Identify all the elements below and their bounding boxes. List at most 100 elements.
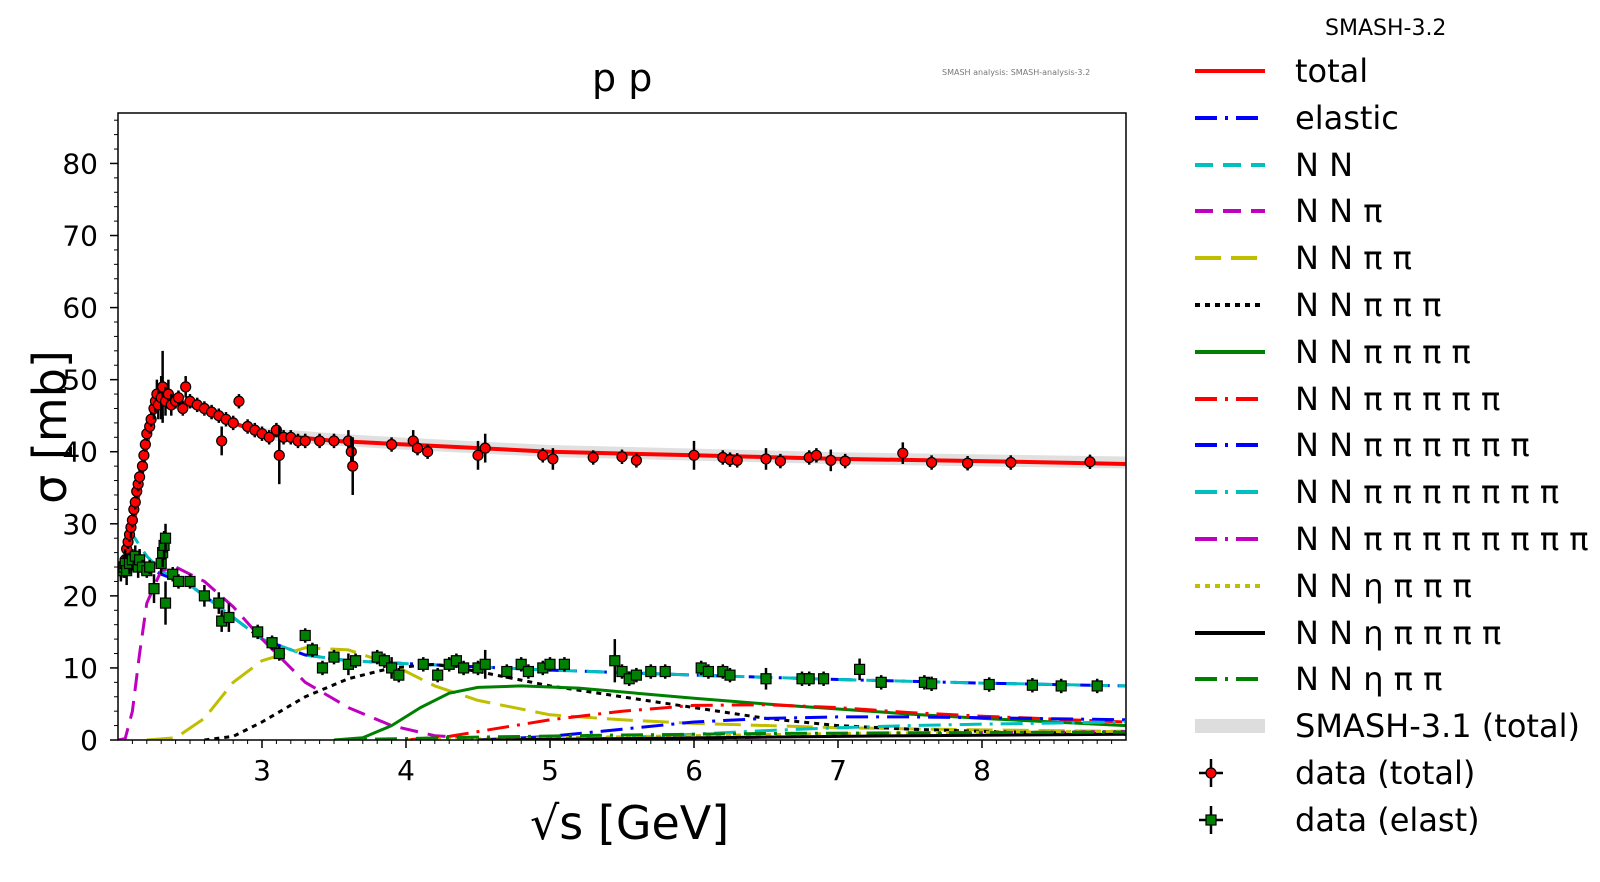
legend-item: data (elast) <box>1195 803 1595 837</box>
data-elast-point <box>501 665 513 678</box>
series-line-N-N-x-x-x-x-x <box>405 703 1126 740</box>
legend-item: N N η π π π <box>1195 569 1595 603</box>
data-elast-point <box>159 532 172 544</box>
data-elast-point <box>1055 680 1067 692</box>
data-total-point <box>129 496 141 508</box>
data-total-point <box>126 514 138 526</box>
legend-item: data (total) <box>1195 756 1595 790</box>
data-elast-point <box>853 663 866 675</box>
legend-marker <box>1205 814 1217 826</box>
legend-swatch <box>1195 115 1265 120</box>
legend-swatch <box>1195 677 1265 682</box>
y-tick-label-80: 80 <box>62 147 98 180</box>
data-elast-point <box>616 665 628 678</box>
data-total-point <box>411 442 424 454</box>
x-tick-label-7: 7 <box>829 754 847 787</box>
data-total-point <box>263 431 275 443</box>
legend-label: N N <box>1295 145 1354 184</box>
legend-title: SMASH-3.2 <box>1325 16 1447 41</box>
series-line-N-N-x-x-x <box>333 730 1126 740</box>
x-tick-label-5: 5 <box>541 754 559 787</box>
data-elast-point <box>479 658 491 670</box>
data-elast-point <box>817 673 830 685</box>
y-tick-label-60: 60 <box>62 292 98 325</box>
legend-label: data (elast) <box>1295 800 1480 839</box>
data-elast-point <box>155 557 167 570</box>
legend-swatch <box>1195 443 1265 448</box>
legend-item: N N π π π π <box>1195 335 1595 369</box>
legend-swatch <box>1195 209 1265 214</box>
data-total-point <box>138 449 150 461</box>
series-group <box>118 395 1126 740</box>
legend-label: N N η π π <box>1295 660 1443 699</box>
data-elast-point <box>925 678 938 690</box>
legend-item: N N <box>1195 148 1595 182</box>
legend-swatch <box>1195 630 1265 635</box>
data-elast-point <box>645 665 657 678</box>
data-total-point <box>961 457 974 469</box>
y-tick-label-30: 30 <box>62 508 98 541</box>
x-tick-label-6: 6 <box>685 754 703 787</box>
legend-marker <box>1205 767 1217 779</box>
data-total-point <box>216 435 228 447</box>
legend-item: total <box>1195 54 1595 88</box>
data-elast-point <box>198 590 210 602</box>
series-line-N-N-x-x-x-x-x <box>477 732 1126 740</box>
legend-swatch <box>1195 537 1265 541</box>
data-elast-point <box>316 662 329 674</box>
series-line-N-N-x <box>118 565 479 740</box>
data-total-point <box>273 449 285 461</box>
data-total-point <box>172 392 185 404</box>
data-elast-point <box>1026 679 1039 691</box>
data-elast-point <box>544 658 556 670</box>
legend-item: N N π <box>1195 194 1595 228</box>
legend-label: N N π π <box>1295 239 1412 278</box>
data-elast-point <box>144 561 156 573</box>
data-elast-point <box>350 655 362 667</box>
data-total-point <box>760 453 772 465</box>
data-elast-point <box>458 662 470 674</box>
legend-swatch <box>1195 349 1265 354</box>
legend-item: N N π π π π π π π <box>1195 475 1595 509</box>
legend-item: elastic <box>1195 101 1595 135</box>
legend-label: N N π π π π π <box>1295 379 1501 418</box>
data-elast-point <box>393 669 405 681</box>
data-elast-point <box>875 676 887 688</box>
data-total-point <box>1084 456 1096 468</box>
x-tick-label-8: 8 <box>973 754 991 787</box>
data-total-point <box>422 446 434 458</box>
legend-swatch <box>1199 805 1223 834</box>
data-total-point <box>774 455 787 467</box>
data-total-point <box>139 438 151 451</box>
data-total-point <box>810 449 823 461</box>
data-elast-point <box>306 644 318 656</box>
data-elast-point <box>184 575 196 588</box>
data-elast-point <box>328 651 340 663</box>
data-total-point <box>314 435 326 447</box>
data-elast-point <box>378 655 390 667</box>
data-total-point <box>136 460 149 472</box>
data-elast-point <box>450 655 462 667</box>
data-total-point <box>177 402 189 415</box>
legend-swatch <box>1195 256 1265 261</box>
data-elast-point <box>266 637 278 649</box>
data-total-point <box>386 438 398 451</box>
data-total-point <box>537 449 549 461</box>
data-total-point <box>233 395 245 407</box>
data-total-point <box>825 454 837 466</box>
legend-item: N N π π π π π <box>1195 382 1595 416</box>
data-total-point <box>180 381 192 393</box>
data-elast-point <box>299 629 311 642</box>
data-elast-point <box>273 647 285 660</box>
legend-label: N N π π π π <box>1295 332 1471 371</box>
data-total-point <box>134 471 146 483</box>
legend-item: N N π π π <box>1195 288 1595 322</box>
data-elast-point <box>558 658 571 670</box>
data-elast-point <box>522 665 535 678</box>
legend-swatch <box>1195 396 1265 401</box>
legend-swatch <box>1195 719 1265 734</box>
data-elast-point <box>223 611 235 624</box>
data-elast-point <box>630 669 643 681</box>
legend-label: N N π π π <box>1295 286 1442 324</box>
data-total-point <box>479 442 491 454</box>
